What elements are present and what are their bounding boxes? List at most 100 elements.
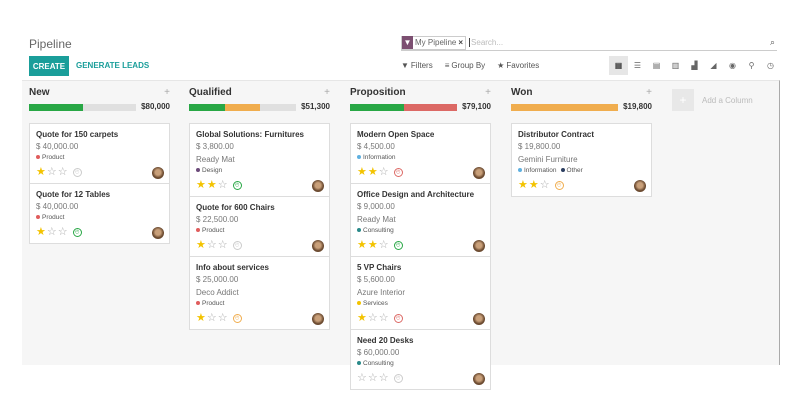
avatar[interactable] bbox=[473, 167, 485, 179]
avatar[interactable] bbox=[152, 227, 164, 239]
star-empty-icon[interactable]: ☆ bbox=[217, 238, 228, 251]
activity-clock-icon[interactable]: ◴ bbox=[72, 227, 82, 237]
star-filled-icon[interactable]: ★ bbox=[36, 225, 46, 238]
kanban-card[interactable]: Quote for 600 Chairs $ 22,500.00 Product ★ ☆… bbox=[189, 197, 330, 257]
progress-green[interactable] bbox=[29, 104, 83, 111]
column-progress-bar[interactable] bbox=[350, 104, 457, 111]
view-list-icon[interactable]: ☰ bbox=[633, 61, 642, 70]
activity-clock-icon[interactable]: ◴ bbox=[393, 240, 403, 250]
activity-clock-icon[interactable]: ◴ bbox=[72, 167, 82, 177]
progress-orange[interactable] bbox=[224, 104, 261, 111]
star-empty-icon[interactable]: ☆ bbox=[378, 311, 389, 324]
star-filled-icon[interactable]: ★ bbox=[357, 238, 367, 251]
activity-clock-icon[interactable]: ◴ bbox=[393, 373, 403, 383]
star-empty-icon[interactable]: ☆ bbox=[367, 311, 378, 324]
facet-remove-icon[interactable]: × bbox=[458, 38, 464, 47]
add-column-button[interactable]: + bbox=[672, 89, 694, 111]
star-filled-icon[interactable]: ★ bbox=[196, 178, 206, 191]
star-empty-icon[interactable]: ☆ bbox=[206, 311, 217, 324]
column-title: Proposition bbox=[350, 87, 406, 98]
kanban-card[interactable]: Modern Open Space $ 4,500.00 Information ★ ★… bbox=[350, 123, 491, 184]
view-dashboard-icon[interactable]: ◉ bbox=[729, 61, 736, 70]
activity-clock-icon[interactable]: ◴ bbox=[232, 180, 242, 190]
star-filled-icon[interactable]: ★ bbox=[367, 165, 378, 178]
star-filled-icon[interactable]: ★ bbox=[206, 178, 217, 191]
search-bar[interactable]: ▼ My Pipeline × Search... ⌕ bbox=[401, 35, 777, 51]
avatar[interactable] bbox=[473, 373, 485, 385]
view-graph-icon[interactable]: ▟ bbox=[691, 61, 698, 70]
tag-color-dot bbox=[196, 168, 200, 173]
kanban-card[interactable]: Global Solutions: Furnitures $ 3,800.00 Re… bbox=[189, 123, 330, 197]
avatar[interactable] bbox=[312, 240, 324, 252]
kanban-card[interactable]: Distributor Contract $ 19,800.00 Gemini Fu… bbox=[511, 123, 652, 197]
avatar[interactable] bbox=[634, 180, 646, 192]
star-empty-icon[interactable]: ☆ bbox=[539, 178, 550, 191]
avatar[interactable] bbox=[312, 313, 324, 325]
progress-green[interactable] bbox=[189, 104, 225, 111]
star-filled-icon[interactable]: ★ bbox=[357, 165, 367, 178]
star-filled-icon[interactable]: ★ bbox=[36, 165, 46, 178]
kanban-card[interactable]: Quote for 150 carpets $ 40,000.00 Product ★… bbox=[29, 123, 170, 184]
quick-create-icon[interactable]: + bbox=[324, 87, 330, 98]
star-empty-icon[interactable]: ☆ bbox=[46, 165, 57, 178]
activity-clock-icon[interactable]: ◴ bbox=[232, 240, 242, 250]
star-empty-icon[interactable]: ☆ bbox=[46, 225, 57, 238]
add-column-label[interactable]: Add a Column bbox=[702, 96, 753, 105]
star-empty-icon[interactable]: ☆ bbox=[367, 371, 378, 384]
create-button[interactable]: CREATE bbox=[29, 56, 69, 76]
tag: Information bbox=[357, 154, 396, 161]
activity-clock-icon[interactable]: ◴ bbox=[232, 313, 242, 323]
avatar[interactable] bbox=[473, 240, 485, 252]
kanban-card[interactable]: Need 20 Desks $ 60,000.00 Consulting ☆ ☆ ☆ ◴ bbox=[350, 330, 491, 390]
kanban-card[interactable]: 5 VP Chairs $ 5,600.00 Azure Interior Servi… bbox=[350, 257, 491, 330]
search-facet: ▼ My Pipeline × bbox=[401, 35, 467, 50]
star-empty-icon[interactable]: ☆ bbox=[206, 238, 217, 251]
filter-option-favorites[interactable]: ★ Favorites bbox=[497, 61, 539, 70]
avatar[interactable] bbox=[152, 167, 164, 179]
star-empty-icon[interactable]: ☆ bbox=[217, 311, 228, 324]
star-empty-icon[interactable]: ☆ bbox=[217, 178, 228, 191]
star-filled-icon[interactable]: ★ bbox=[528, 178, 539, 191]
search-icon[interactable]: ⌕ bbox=[769, 37, 775, 47]
quick-create-icon[interactable]: + bbox=[164, 87, 170, 98]
star-empty-icon[interactable]: ☆ bbox=[378, 371, 389, 384]
search-input[interactable]: Search... bbox=[469, 38, 504, 47]
progress-red[interactable] bbox=[403, 104, 457, 111]
star-empty-icon[interactable]: ☆ bbox=[378, 165, 389, 178]
star-filled-icon[interactable]: ★ bbox=[367, 238, 378, 251]
view-pivot-icon[interactable]: ▥ bbox=[671, 61, 680, 70]
star-empty-icon[interactable]: ☆ bbox=[378, 238, 389, 251]
star-filled-icon[interactable]: ★ bbox=[357, 311, 367, 324]
star-empty-icon[interactable]: ☆ bbox=[57, 165, 68, 178]
quick-create-icon[interactable]: + bbox=[485, 87, 491, 98]
star-empty-icon[interactable]: ☆ bbox=[57, 225, 68, 238]
kanban-card[interactable]: Info about services $ 25,000.00 Deco Addic… bbox=[189, 257, 330, 330]
filter-option-group-by[interactable]: ≡ Group By bbox=[445, 61, 485, 70]
star-filled-icon[interactable]: ★ bbox=[196, 238, 206, 251]
view-activity-icon[interactable]: ◷ bbox=[767, 61, 774, 70]
view-map-icon[interactable]: ⚲ bbox=[748, 61, 755, 70]
column-progress-bar[interactable] bbox=[511, 104, 618, 111]
activity-clock-icon[interactable]: ◴ bbox=[393, 167, 403, 177]
progress-green[interactable] bbox=[350, 104, 404, 111]
avatar[interactable] bbox=[473, 313, 485, 325]
progress-orange[interactable] bbox=[511, 104, 618, 111]
activity-clock-icon[interactable]: ◴ bbox=[393, 313, 403, 323]
view-calendar-icon[interactable]: ▤ bbox=[652, 61, 661, 70]
star-filled-icon[interactable]: ★ bbox=[196, 311, 206, 324]
quick-create-icon[interactable]: + bbox=[646, 87, 652, 98]
generate-leads-button[interactable]: GENERATE LEADS bbox=[76, 61, 150, 70]
star-filled-icon[interactable]: ★ bbox=[518, 178, 528, 191]
column-progress-bar[interactable] bbox=[189, 104, 296, 111]
view-cohort-icon[interactable]: ◢ bbox=[710, 61, 717, 70]
view-kanban-icon[interactable]: ▦ bbox=[609, 56, 628, 75]
card-company: Deco Addict bbox=[196, 288, 239, 297]
activity-clock-icon[interactable]: ◴ bbox=[554, 180, 564, 190]
column-progress-bar[interactable] bbox=[29, 104, 136, 111]
avatar[interactable] bbox=[312, 180, 324, 192]
tag-label: Product bbox=[42, 214, 65, 221]
kanban-card[interactable]: Office Design and Architecture $ 9,000.00… bbox=[350, 184, 491, 257]
star-empty-icon[interactable]: ☆ bbox=[357, 371, 367, 384]
filter-option-filters[interactable]: ▼ Filters bbox=[401, 61, 433, 70]
kanban-card[interactable]: Quote for 12 Tables $ 40,000.00 Product ★ ☆ ☆… bbox=[29, 184, 170, 244]
